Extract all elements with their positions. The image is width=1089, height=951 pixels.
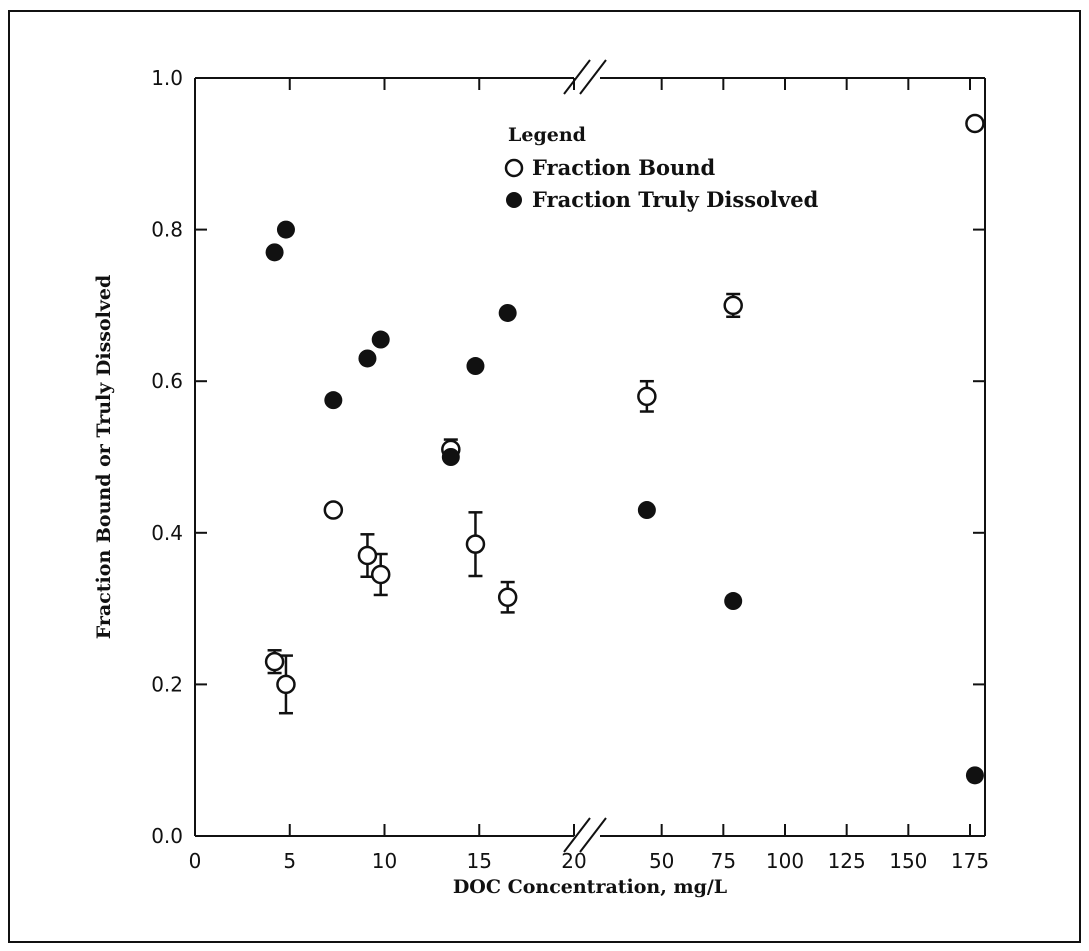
x-tick-label: 75 — [711, 849, 736, 873]
point-fraction-truly-dissolved — [965, 766, 984, 785]
x-tick-label: 50 — [649, 849, 674, 873]
point-fraction-truly-dissolved — [324, 391, 343, 410]
x-axis-title: DOC Concentration, mg/L — [453, 876, 727, 898]
point-fraction-bound — [276, 674, 296, 695]
axes — [194, 59, 986, 853]
point-fraction-truly-dissolved — [358, 349, 377, 368]
point-fraction-truly-dissolved — [265, 243, 284, 262]
x-tick-label: 15 — [467, 849, 492, 873]
axis-break-bottom — [563, 817, 607, 853]
x-tick-label: 175 — [951, 849, 989, 873]
point-fraction-truly-dissolved — [371, 330, 390, 349]
tick-labels: 0.0 0.2 0.4 0.6 0.8 1.0 0 5 10 15 20 50 75 100 125 150 1… — [151, 66, 989, 873]
point-fraction-bound — [357, 545, 378, 566]
x-tick-label: 20 — [561, 849, 586, 873]
x-tick-label: 10 — [372, 849, 397, 873]
legend-filled-circle-icon — [506, 192, 522, 208]
point-fraction-bound — [465, 534, 486, 554]
legend: Legend Fraction Bound Fraction Truly Dis… — [504, 124, 819, 212]
point-fraction-bound — [965, 113, 985, 134]
axis-break-top — [563, 59, 607, 95]
y-tick-label: 0.4 — [151, 521, 183, 545]
point-fraction-bound — [264, 651, 285, 672]
y-axis-title: Fraction Bound or Truly Dissolved — [93, 275, 115, 640]
y-tick-label: 0.6 — [151, 369, 183, 393]
point-fraction-bound — [637, 386, 657, 407]
figure-frame — [8, 10, 1081, 943]
x-tick-label: 100 — [766, 849, 804, 873]
x-tick-label: 0 — [189, 849, 202, 873]
legend-title: Legend — [508, 124, 586, 146]
point-fraction-truly-dissolved — [276, 220, 295, 239]
y-tick-label: 1.0 — [151, 66, 183, 90]
point-fraction-bound — [497, 587, 518, 607]
point-fraction-truly-dissolved — [466, 357, 485, 376]
point-fraction-bound — [723, 295, 743, 316]
legend-open-circle-icon — [504, 158, 524, 178]
legend-entry-fraction-bound: Fraction Bound — [532, 155, 716, 180]
point-fraction-truly-dissolved — [498, 303, 517, 322]
point-fraction-bound — [370, 564, 391, 585]
legend-entry-fraction-truly-dissolved: Fraction Truly Dissolved — [532, 187, 819, 212]
y-tick-label: 0.0 — [151, 824, 183, 848]
point-fraction-truly-dissolved — [637, 501, 656, 520]
y-tick-label: 0.8 — [151, 218, 183, 242]
point-fraction-bound — [323, 500, 344, 520]
x-tick-label: 5 — [283, 849, 296, 873]
data-points — [264, 113, 985, 785]
x-tick-label: 150 — [889, 849, 927, 873]
ticks — [194, 77, 985, 837]
y-tick-label: 0.2 — [151, 672, 183, 696]
x-tick-label: 125 — [828, 849, 866, 873]
point-fraction-truly-dissolved — [441, 448, 460, 466]
point-fraction-truly-dissolved — [724, 592, 743, 611]
